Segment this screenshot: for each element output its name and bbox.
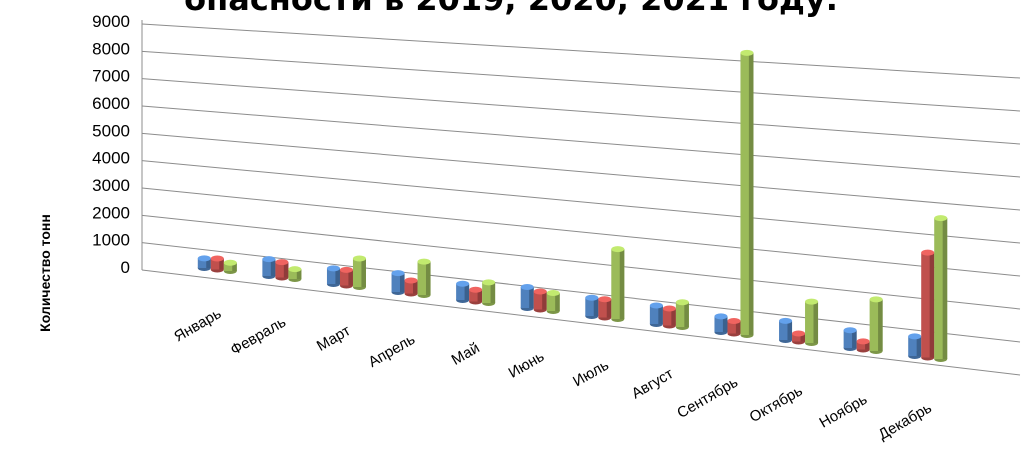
bar	[921, 249, 935, 361]
bar	[598, 296, 612, 321]
bar	[404, 277, 418, 297]
bar	[339, 266, 353, 289]
bar	[843, 327, 857, 351]
x-tick-labels: Январь Февраль Март Апрель Май Июнь Июль Август…	[171, 305, 935, 443]
x-tick-label: Август	[629, 365, 677, 402]
x-tick-label: Декабрь	[876, 399, 935, 443]
bar	[210, 255, 224, 273]
y-tick-label: 2000	[92, 203, 130, 222]
bar-series-layer	[197, 49, 948, 362]
bar	[740, 49, 754, 338]
x-tick-label: Январь	[171, 305, 224, 346]
x-tick-label: Ноябрь	[817, 391, 871, 432]
bar	[869, 296, 883, 354]
y-tick-label: 3000	[92, 176, 130, 195]
bar	[482, 279, 496, 306]
gridline	[141, 214, 1021, 310]
x-tick-label: Сентябрь	[674, 374, 741, 422]
bar	[456, 280, 470, 303]
bar	[792, 330, 806, 345]
x-tick-label: Июль	[570, 356, 612, 390]
bar	[805, 298, 819, 346]
bar	[675, 299, 689, 330]
y-tick-label: 9000	[92, 12, 130, 31]
x-tick-label: Май	[449, 339, 483, 368]
bar	[934, 215, 948, 362]
gridline	[141, 105, 1021, 178]
bar	[352, 255, 366, 290]
bar	[326, 265, 340, 287]
y-tick-label: 1000	[92, 231, 130, 250]
gridline	[141, 78, 1021, 145]
bar	[662, 305, 676, 329]
gridline	[141, 160, 1021, 244]
gridline	[141, 23, 1021, 79]
y-tick-label: 4000	[92, 149, 130, 168]
bar	[546, 290, 560, 314]
bar	[288, 266, 302, 282]
y-tick-label: 7000	[92, 67, 130, 86]
y-tick-labels: 0 1000 2000 3000 4000 5000 6000 7000 8000 9000	[92, 12, 130, 277]
bar	[197, 255, 211, 271]
chart-title: опасности в 2019, 2020, 2021 году.	[0, 0, 1022, 18]
x-tick-label: Октябрь	[747, 382, 806, 426]
bar	[223, 259, 237, 274]
bar	[856, 338, 870, 353]
x-tick-label: Апрель	[365, 331, 418, 371]
y-tick-label: 8000	[92, 39, 130, 58]
bar	[649, 302, 663, 327]
bar	[779, 317, 793, 343]
bar	[585, 294, 599, 319]
gridline	[141, 187, 1021, 277]
bar	[714, 313, 728, 335]
y-tick-label: 0	[121, 258, 130, 277]
x-tick-label: Июнь	[506, 348, 548, 382]
bar	[262, 256, 276, 279]
gridline	[141, 269, 1021, 376]
bar	[469, 286, 483, 305]
x-tick-label: Март	[314, 322, 354, 355]
grid-layer	[141, 20, 1021, 376]
gridline	[141, 50, 1021, 112]
bar	[611, 246, 625, 322]
bar	[275, 259, 289, 281]
bar	[391, 270, 405, 295]
x-tick-label: Февраль	[228, 314, 289, 359]
bar	[908, 333, 922, 359]
bar	[520, 284, 534, 311]
y-tick-label: 6000	[92, 94, 130, 113]
bar	[417, 258, 431, 298]
y-tick-label: 5000	[92, 121, 130, 140]
bar	[727, 317, 741, 337]
bar	[533, 288, 547, 313]
gridline	[141, 132, 1021, 211]
